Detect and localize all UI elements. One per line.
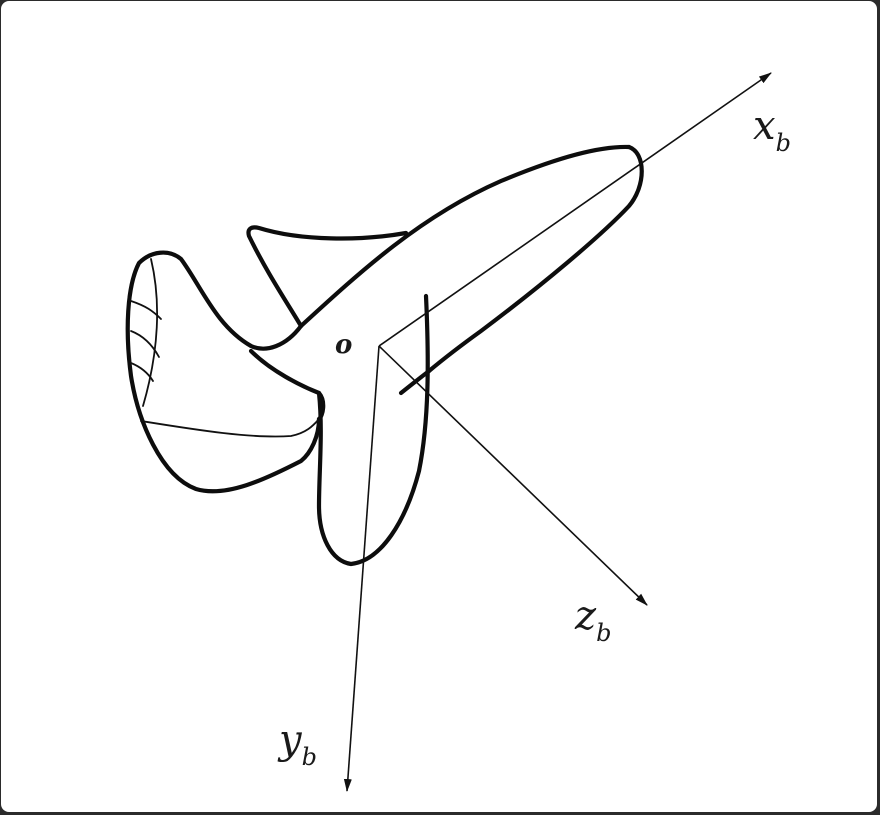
axes <box>343 72 772 792</box>
lower-wing <box>316 293 430 567</box>
rudder-line-1 <box>142 258 158 407</box>
x-axis <box>378 72 772 347</box>
z-axis <box>378 345 648 606</box>
origin-label: o <box>335 330 352 360</box>
rudder-line-4 <box>130 362 154 382</box>
fuselage-nose <box>426 144 644 374</box>
lower-wing-root <box>248 348 326 422</box>
rudder-line-2 <box>130 300 162 320</box>
z-axis-label: zb <box>574 593 611 647</box>
y-axis-label: yb <box>277 717 317 771</box>
fuselage-upper <box>298 144 632 329</box>
aircraft-outline <box>125 144 644 567</box>
tail-section <box>125 250 322 494</box>
y-axis <box>343 345 380 792</box>
stabilizer-line <box>140 418 320 438</box>
x-axis-label: xb <box>753 103 791 157</box>
upper-wing <box>246 225 409 329</box>
rudder-line-3 <box>130 330 160 358</box>
